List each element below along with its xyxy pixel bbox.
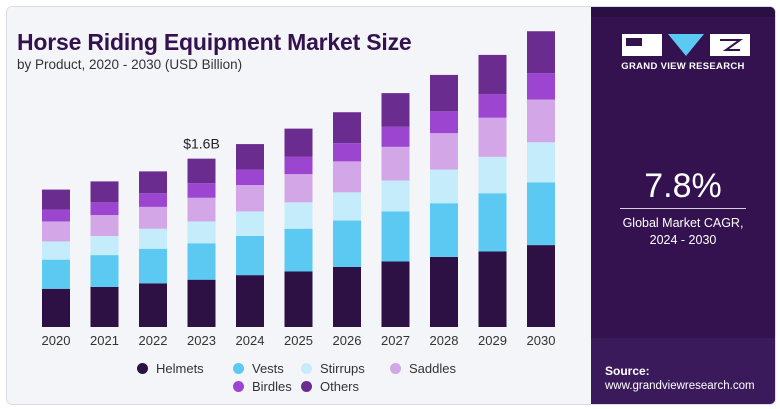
- bar-segment-stirrups-2023: [187, 221, 216, 244]
- bar-segment-helmets-2027: [381, 261, 410, 327]
- bar-segment-others-2025: [284, 128, 313, 157]
- x-tick-label: 2023: [187, 333, 216, 348]
- bar-segment-helmets-2020: [42, 288, 70, 327]
- bar-segment-birdles-2023: [187, 183, 216, 198]
- bar-segment-vests-2025: [284, 228, 313, 272]
- cagr-divider: [620, 208, 746, 209]
- bar-segment-vests-2022: [139, 248, 167, 284]
- bar-segment-birdles-2028: [430, 111, 458, 134]
- x-tick-label: 2025: [284, 333, 313, 348]
- bar-segment-birdles-2020: [42, 209, 70, 222]
- info-panel: GRAND VIEW RESEARCH 7.8% Global Market C…: [591, 7, 775, 404]
- bar-segment-stirrups-2030: [527, 142, 555, 183]
- bar-segment-helmets-2028: [430, 256, 458, 327]
- grand-view-research-logo: [622, 34, 750, 56]
- bar-segment-birdles-2030: [527, 73, 555, 100]
- x-tick-label: 2024: [236, 333, 265, 348]
- bar-segment-vests-2030: [527, 182, 555, 246]
- x-tick-label: 2030: [527, 333, 556, 348]
- bar-segment-stirrups-2029: [478, 156, 507, 194]
- bar-segment-birdles-2022: [139, 193, 167, 207]
- bar-segment-saddles-2023: [187, 197, 216, 222]
- bar-segment-stirrups-2027: [381, 180, 410, 212]
- bar-segment-birdles-2021: [90, 202, 119, 216]
- cagr-label: Global Market CAGR, 2024 - 2030: [591, 215, 775, 249]
- bar-segment-birdles-2029: [478, 94, 507, 118]
- bar-segment-vests-2027: [381, 211, 410, 262]
- bar-segment-helmets-2030: [527, 245, 555, 327]
- bar-segment-vests-2029: [478, 193, 507, 252]
- bar-segment-helmets-2021: [90, 286, 119, 327]
- x-tick-label: 2028: [430, 333, 459, 348]
- bar-segment-others-2027: [381, 93, 410, 127]
- bar-segment-others-2029: [478, 54, 507, 95]
- brand-name: GRAND VIEW RESEARCH: [621, 61, 745, 72]
- bar-segment-helmets-2026: [333, 266, 361, 327]
- x-tick-label: 2027: [381, 333, 410, 348]
- bar-segment-stirrups-2028: [430, 169, 458, 204]
- cagr-value: 7.8%: [644, 167, 722, 205]
- bar-segment-birdles-2026: [333, 143, 361, 162]
- bar-segment-saddles-2027: [381, 146, 410, 181]
- bar-segment-others-2021: [90, 181, 119, 203]
- bar-segment-vests-2021: [90, 255, 119, 287]
- cagr-label-line1: Global Market CAGR,: [622, 216, 744, 230]
- bar-segment-others-2026: [333, 112, 361, 144]
- bar-segment-saddles-2030: [527, 99, 555, 143]
- bar-segment-vests-2024: [236, 236, 264, 276]
- bar-segment-birdles-2027: [381, 126, 410, 147]
- bar-segment-saddles-2028: [430, 133, 458, 170]
- bar-segment-stirrups-2022: [139, 228, 167, 249]
- bar-segment-vests-2023: [187, 243, 216, 280]
- bar-segment-stirrups-2020: [42, 241, 70, 260]
- bar-segment-vests-2020: [42, 259, 70, 289]
- chart-subtitle: by Product, 2020 - 2030 (USD Billion): [17, 57, 243, 72]
- bar-segment-others-2023: [187, 158, 216, 184]
- bar-segment-saddles-2025: [284, 174, 313, 203]
- bar-segment-birdles-2024: [236, 169, 264, 186]
- x-tick-label: 2026: [333, 333, 362, 348]
- bar-segment-birdles-2025: [284, 156, 313, 175]
- x-tick-label: 2022: [139, 333, 168, 348]
- bar-segment-vests-2028: [430, 203, 458, 257]
- bar-segment-saddles-2026: [333, 161, 361, 193]
- bar-segment-helmets-2029: [478, 251, 507, 327]
- bar-segment-helmets-2023: [187, 279, 216, 327]
- bar-segment-stirrups-2024: [236, 211, 264, 236]
- bar-segment-others-2030: [527, 31, 555, 74]
- x-tick-label: 2029: [478, 333, 507, 348]
- bar-segment-saddles-2029: [478, 117, 507, 157]
- stacked-bar-chart: 2020 2021 2022 2023 $1.6B 2024 2025 2026 2027 202…: [42, 31, 556, 348]
- bar-segment-stirrups-2025: [284, 202, 313, 229]
- bar-segment-helmets-2024: [236, 275, 264, 327]
- info-panel-strip: [591, 7, 775, 17]
- bar-segment-others-2028: [430, 74, 458, 112]
- bar-segment-helmets-2022: [139, 283, 167, 327]
- cagr-label-line2: 2024 - 2030: [649, 233, 717, 247]
- bar-segment-saddles-2024: [236, 185, 264, 212]
- bar-segment-others-2022: [139, 171, 167, 194]
- bar-segment-saddles-2021: [90, 215, 119, 236]
- bar-segment-helmets-2025: [284, 271, 313, 327]
- bar-segment-saddles-2022: [139, 206, 167, 229]
- bar-segment-saddles-2020: [42, 221, 70, 242]
- bar-segment-vests-2026: [333, 220, 361, 267]
- source-label: Source:: [605, 364, 650, 378]
- chart-title: Horse Riding Equipment Market Size: [17, 29, 412, 55]
- chart-card: Horse Riding Equipment Market Size by Pr…: [6, 6, 776, 405]
- x-tick-label: 2021: [90, 333, 119, 348]
- bar-segment-stirrups-2021: [90, 236, 119, 256]
- source-link[interactable]: www.grandviewresearch.com: [605, 380, 755, 392]
- x-tick-label: 2020: [42, 333, 71, 348]
- bar-segment-others-2020: [42, 189, 70, 210]
- bar-segment-stirrups-2026: [333, 192, 361, 221]
- source-block: Source: www.grandviewresearch.com: [591, 338, 775, 404]
- chart-panel: Horse Riding Equipment Market Size by Pr…: [7, 7, 591, 404]
- data-annotation: $1.6B: [183, 136, 220, 152]
- bar-segment-others-2024: [236, 144, 264, 170]
